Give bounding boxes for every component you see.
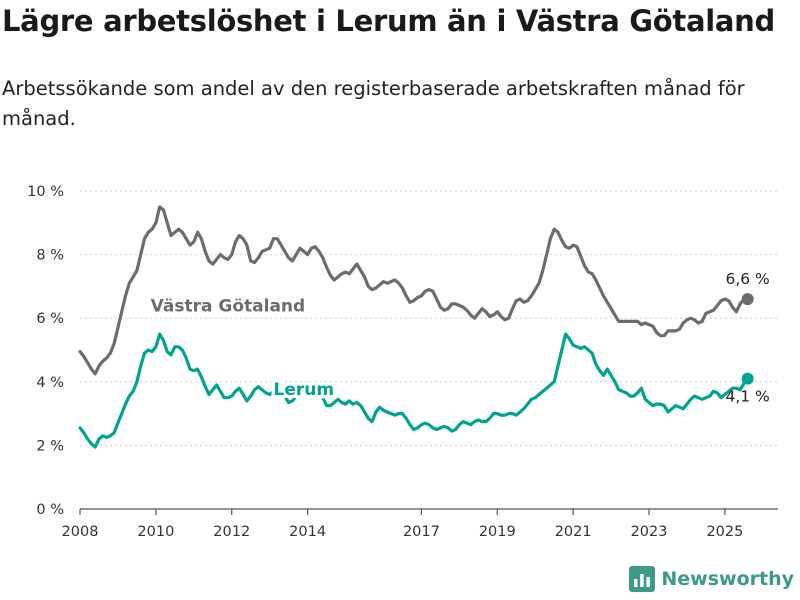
end-point-lerum [741, 372, 754, 385]
series-line-lerum [78, 332, 750, 449]
y-tick-label: 6 % [36, 311, 64, 327]
x-tick-label: 2012 [213, 524, 250, 540]
brand-logo: Newsworthy [629, 566, 794, 592]
y-tick-label: 2 % [36, 438, 64, 454]
end-value-label-v-stra-g-taland: 6,6 % [725, 270, 769, 288]
end-value-label-lerum: 4,1 % [725, 388, 769, 406]
series-line-v-stra-g-taland [78, 205, 750, 376]
x-tick-label: 2017 [403, 524, 440, 540]
brand-name: Newsworthy [661, 568, 794, 590]
x-tick-label: 2025 [706, 524, 743, 540]
end-point-v-stra-g-taland [741, 293, 754, 306]
y-tick-label: 0 % [36, 502, 64, 518]
x-tick-label: 2014 [289, 524, 326, 540]
x-tick-label: 2021 [555, 524, 592, 540]
chart-subtitle: Arbetssökande som andel av den registerb… [2, 77, 745, 130]
series-lines [78, 205, 750, 449]
y-axis-labels: 0 % 2 % 4 % 6 % 8 % 10 % [27, 184, 64, 518]
chart-title: Lägre arbetslöshet i Lerum än i Västra G… [2, 4, 775, 38]
x-tick-label: 2023 [631, 524, 668, 540]
x-tick-label: 2019 [479, 524, 516, 540]
y-tick-label: 4 % [36, 375, 64, 391]
x-axis: 2008 2010 2012 2014 2017 2019 2021 2023 2025 [62, 508, 778, 540]
y-tick-label: 8 % [36, 248, 64, 264]
grid-lines [80, 190, 778, 446]
end-markers: 6,6 % 4,1 % [725, 270, 769, 406]
x-tick-label: 2010 [137, 524, 174, 540]
series-label-halo: Västra Götaland [151, 296, 306, 316]
newsworthy-logo-icon [629, 566, 656, 592]
x-tick-label: 2008 [62, 524, 99, 540]
series-label-halo: Lerum [274, 380, 335, 400]
y-tick-label: 10 % [27, 184, 64, 200]
series-label-lerum: Lerum [274, 380, 335, 400]
series-label-v-stra-g-taland: Västra Götaland [151, 296, 306, 316]
